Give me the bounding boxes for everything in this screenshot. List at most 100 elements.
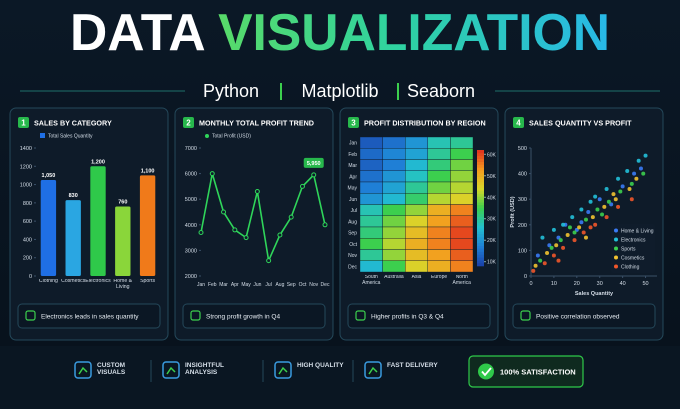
- cell: [382, 215, 406, 228]
- note-icon: [520, 310, 531, 321]
- point: [322, 222, 328, 228]
- colorbar-step: [477, 167, 484, 171]
- point: [616, 204, 621, 209]
- point: [209, 171, 215, 177]
- point: [549, 245, 554, 250]
- point: [574, 227, 579, 232]
- feature-icon-mark: [78, 366, 88, 375]
- note-icon: [25, 310, 36, 321]
- cell: [427, 249, 451, 261]
- legend-label: Sports: [621, 247, 636, 253]
- point: [636, 158, 641, 163]
- colorbar-label: 60K: [487, 152, 497, 158]
- feature-icon: [162, 361, 180, 379]
- point: [542, 261, 547, 266]
- value-label: 830: [69, 193, 78, 199]
- separator: [397, 83, 399, 100]
- note: Electronics leads in sales quantity: [41, 314, 139, 321]
- point: [629, 197, 634, 202]
- y-tick-label: 300: [518, 197, 527, 203]
- cell: [427, 204, 451, 216]
- colorbar-step: [477, 150, 484, 154]
- x-axis-label: Sales Quantity: [575, 291, 614, 297]
- x-tick-label: Feb: [208, 282, 217, 288]
- feature-icon: [274, 361, 292, 379]
- point: [606, 199, 611, 204]
- cell: [450, 136, 474, 149]
- colorbar-step: [477, 190, 484, 194]
- x-tick-label-box: Sports: [140, 279, 155, 284]
- feature: INSIGHTFUL ANALYSIS: [185, 362, 224, 377]
- cell: [427, 159, 451, 171]
- point: [638, 166, 643, 171]
- note-box: [182, 303, 326, 329]
- x-tick-label: 20: [574, 281, 580, 287]
- bar: [40, 180, 57, 276]
- point: [634, 176, 639, 181]
- bar: [139, 175, 156, 276]
- colorbar-step: [477, 155, 484, 159]
- colorbar-step: [477, 219, 484, 223]
- cell: [382, 260, 406, 273]
- colorbar-step: [477, 242, 484, 246]
- y-tick-label: Jun: [349, 197, 357, 203]
- colorbar-step: [477, 161, 484, 165]
- cell: [382, 193, 406, 205]
- panel-number-badge: [18, 117, 29, 128]
- point: [556, 258, 561, 263]
- value-label: 1,100: [141, 168, 155, 174]
- y-tick-label: May: [348, 186, 358, 192]
- cell: [405, 260, 429, 273]
- point: [558, 238, 563, 243]
- legend-label: Total Profit (USD): [212, 134, 251, 140]
- cell: [405, 159, 429, 171]
- x-tick-label: Apr: [231, 282, 239, 288]
- cell: [359, 136, 383, 149]
- y-tick-label: Aug: [348, 219, 357, 225]
- colorbar-step: [477, 225, 484, 229]
- legend-marker: [614, 246, 618, 251]
- main-title: DATA VISUALIZATION: [70, 4, 610, 62]
- point: [629, 181, 634, 186]
- x-tick-label: 0: [529, 281, 532, 287]
- tool: Matplotlib: [301, 81, 378, 101]
- point: [593, 194, 598, 199]
- feature-box: FAST DELIVERY: [387, 362, 438, 369]
- panel-title: SALES QUANTITY VS PROFIT: [529, 119, 632, 128]
- point: [567, 225, 572, 230]
- y-tick-label: Apr: [349, 174, 357, 180]
- y-tick-label: 600: [23, 219, 32, 225]
- x-tick-label: 10: [551, 281, 557, 287]
- cell: [405, 204, 429, 216]
- point: [604, 186, 609, 191]
- colorbar-label: 50K: [487, 174, 497, 180]
- point: [531, 268, 536, 273]
- cell: [427, 193, 451, 205]
- point: [579, 207, 584, 212]
- cell: [359, 204, 383, 216]
- y-tick-label: 0: [29, 274, 32, 280]
- point: [243, 235, 249, 241]
- point: [579, 220, 584, 225]
- point: [586, 210, 591, 214]
- legend-label: Total Sales Quantity: [48, 134, 93, 140]
- colorbar-label: 10K: [487, 260, 497, 266]
- point: [616, 176, 621, 181]
- cell: [405, 170, 429, 183]
- value-label-bg: [303, 157, 324, 168]
- cell: [382, 136, 406, 149]
- x-tick-label: South America: [362, 275, 381, 286]
- x-tick-label: Oct: [299, 282, 307, 288]
- y-tick-label: 200: [518, 223, 527, 229]
- cell: [382, 204, 406, 216]
- cell: [382, 181, 406, 194]
- cell: [382, 148, 406, 160]
- x-tick-label: Electronics: [85, 279, 111, 284]
- y-tick-label: 500: [518, 146, 527, 152]
- cell: [405, 193, 429, 205]
- value-label: 760: [118, 200, 127, 206]
- y-tick-label: Sep: [348, 231, 357, 237]
- y-tick-label: 7000: [185, 146, 197, 152]
- cell: [359, 238, 383, 250]
- colorbar-step: [477, 245, 484, 249]
